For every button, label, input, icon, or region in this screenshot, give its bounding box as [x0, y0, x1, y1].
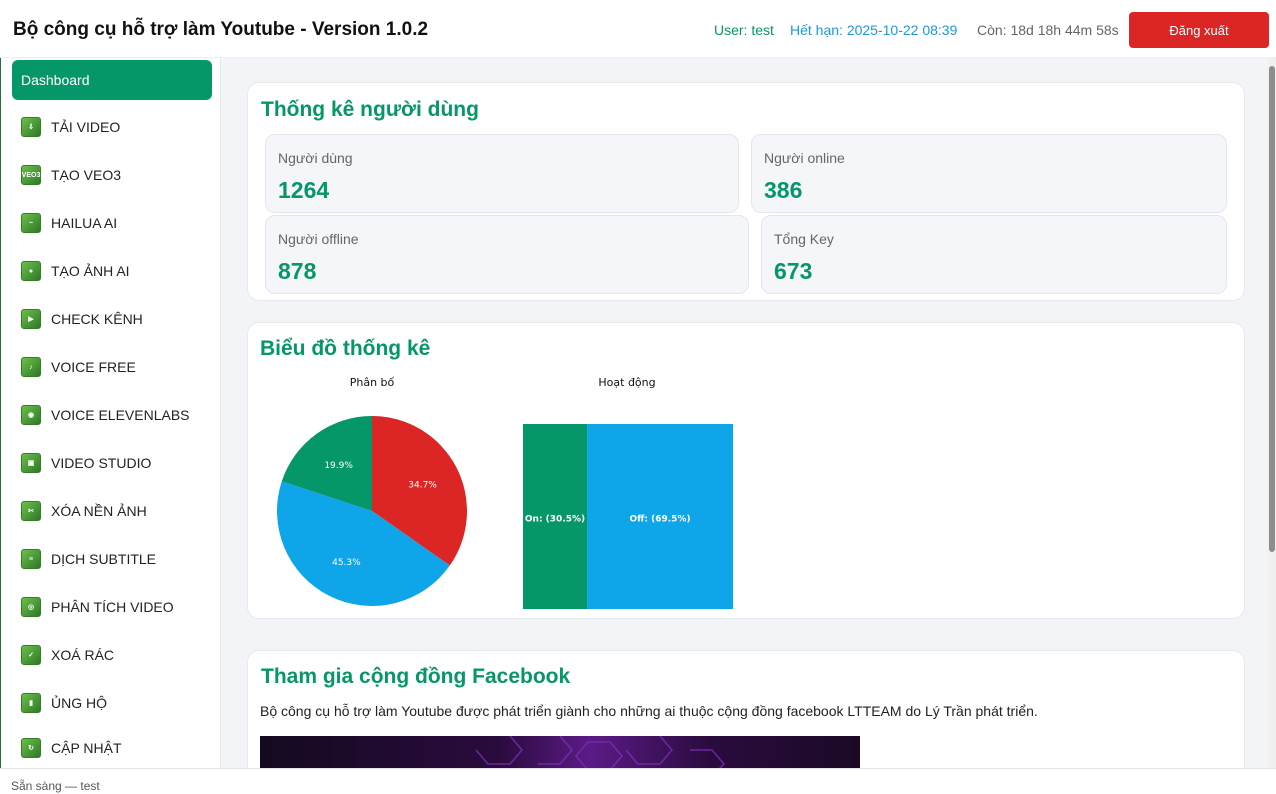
bar-segment-label: Off: (69.5%): [629, 515, 690, 525]
sidebar-item-label: VOICE FREE: [51, 359, 136, 375]
stat-users: Người dùng 1264: [265, 134, 739, 213]
sidebar-item-label: XÓA NỀN ẢNH: [51, 503, 147, 519]
sidebar-item-label: PHÂN TÍCH VIDEO: [51, 599, 174, 615]
sidebar-item-dashboard[interactable]: Dashboard: [12, 60, 212, 100]
community-title: Tham gia cộng đồng Facebook: [261, 665, 571, 688]
sidebar-item-label: TẠO ẢNH AI: [51, 263, 130, 279]
main-content: Thống kê người dùng Người dùng 1264 Ngườ…: [222, 58, 1268, 768]
image-ai-icon: ●: [21, 261, 41, 281]
pie-slice-label: 45.3%: [332, 558, 361, 568]
stat-keys-value: 673: [774, 258, 813, 284]
stat-offline: Người offline 878: [265, 215, 749, 294]
donate-icon: ▮: [21, 693, 41, 713]
sidebar-item-xoa-rac[interactable]: ✓ XOÁ RÁC: [21, 640, 216, 670]
sidebar-item-label: VOICE ELEVENLABS: [51, 407, 190, 423]
user-label: User: test: [714, 22, 774, 38]
analyze-video-icon: ◎: [21, 597, 41, 617]
bar-segment: [587, 424, 733, 609]
pie-slice-label: 34.7%: [408, 481, 437, 491]
sidebar-item-tao-veo3[interactable]: VEO3 TẠO VEO3: [21, 160, 216, 190]
pie-slice-label: 19.9%: [324, 461, 353, 471]
sidebar-item-tao-anh-ai[interactable]: ● TẠO ẢNH AI: [21, 256, 216, 286]
app-header: Bộ công cụ hỗ trợ làm Youtube - Version …: [0, 0, 1276, 58]
app-title: Bộ công cụ hỗ trợ làm Youtube - Version …: [13, 19, 429, 40]
veo3-icon: VEO3: [21, 165, 41, 185]
sidebar-item-label: ỦNG HỘ: [51, 695, 107, 711]
logout-button[interactable]: Đăng xuất: [1129, 12, 1269, 48]
sidebar-item-cap-nhat[interactable]: ↻ CẬP NHẬT: [21, 733, 216, 763]
community-banner-image: [260, 736, 860, 768]
sidebar-item-label: VIDEO STUDIO: [51, 455, 152, 471]
sidebar-item-phan-tich-video[interactable]: ◎ PHÂN TÍCH VIDEO: [21, 592, 216, 622]
stat-online-label: Người online: [764, 150, 845, 166]
download-video-icon: ⇩: [21, 117, 41, 137]
stat-offline-value: 878: [278, 258, 317, 284]
sidebar-item-tai-video[interactable]: ⇩ TẢI VIDEO: [21, 112, 216, 142]
remove-bg-icon: ✂: [21, 501, 41, 521]
sidebar-item-xoa-nen-anh[interactable]: ✂ XÓA NỀN ẢNH: [21, 496, 216, 526]
pie-title: Phân bố: [350, 376, 395, 389]
bar-title: Hoạt động: [598, 376, 655, 389]
stat-online-value: 386: [764, 177, 803, 203]
community-card: Tham gia cộng đồng Facebook Bộ công cụ h…: [247, 650, 1245, 768]
sidebar-item-label: HAILUA AI: [51, 215, 118, 231]
sidebar-item-ung-ho[interactable]: ▮ ỦNG HỘ: [21, 688, 216, 718]
sidebar-item-label: CHECK KÊNH: [51, 311, 143, 327]
sidebar: Dashboard ⇩ TẢI VIDEO VEO3 TẠO VEO3 ~ HAILUA …: [0, 58, 221, 768]
clean-trash-icon: ✓: [21, 645, 41, 665]
user-stats-title: Thống kê người dùng: [261, 98, 479, 121]
status-bar: Sẵn sàng — test: [0, 768, 1276, 794]
update-icon: ↻: [21, 738, 41, 758]
voice-elevenlabs-icon: ◉: [21, 405, 41, 425]
status-text: Sẵn sàng — test: [11, 779, 100, 793]
sidebar-item-dich-subtitle[interactable]: ≡ DỊCH SUBTITLE: [21, 544, 216, 574]
voice-free-icon: ♪: [21, 357, 41, 377]
sidebar-item-voice-free[interactable]: ♪ VOICE FREE: [21, 352, 216, 382]
stat-users-value: 1264: [278, 177, 330, 203]
sidebar-item-label: DỊCH SUBTITLE: [51, 551, 157, 567]
bar-segment: [523, 424, 588, 609]
charts-card: Biểu đồ thống kê Phân bố 34.7% 45.3% 19.9% H…: [247, 322, 1245, 619]
pie-slice: [281, 416, 372, 511]
pie-slice: [277, 481, 450, 606]
sidebar-item-label: TẢI VIDEO: [51, 119, 121, 135]
sidebar-item-label: XOÁ RÁC: [51, 647, 115, 663]
vertical-scrollbar[interactable]: [1268, 58, 1276, 768]
stat-offline-label: Người offline: [278, 231, 359, 247]
sidebar-item-label: TẠO VEO3: [51, 167, 122, 183]
banner-hex-pattern: [475, 736, 726, 768]
pie-slice: [372, 416, 467, 566]
sidebar-item-video-studio[interactable]: ▣ VIDEO STUDIO: [21, 448, 216, 478]
hailua-icon: ~: [21, 213, 41, 233]
stat-keys: Tổng Key 673: [761, 215, 1227, 294]
stat-users-label: Người dùng: [278, 150, 353, 166]
video-studio-icon: ▣: [21, 453, 41, 473]
check-channel-icon: ▶: [21, 309, 41, 329]
expiry-label: Hết hạn: 2025-10-22 08:39: [790, 22, 958, 38]
bar-segment-label: On: (30.5%): [525, 515, 585, 525]
sidebar-item-label: CẬP NHẬT: [51, 740, 122, 756]
sidebar-item-voice-elevenlabs[interactable]: ◉ VOICE ELEVENLABS: [21, 400, 216, 430]
charts-svg: Phân bố 34.7% 45.3% 19.9% Hoạt động On: (30.5…: [277, 376, 733, 609]
stat-online: Người online 386: [751, 134, 1227, 213]
remaining-time-label: Còn: 18d 18h 44m 58s: [977, 22, 1119, 38]
scrollbar-thumb[interactable]: [1269, 66, 1275, 552]
sidebar-item-check-kenh[interactable]: ▶ CHECK KÊNH: [21, 304, 216, 334]
charts-title: Biểu đồ thống kê: [260, 337, 431, 360]
stat-keys-label: Tổng Key: [774, 231, 834, 247]
translate-subtitle-icon: ≡: [21, 549, 41, 569]
user-stats-card: Thống kê người dùng Người dùng 1264 Ngườ…: [247, 82, 1245, 301]
sidebar-item-hailua-ai[interactable]: ~ HAILUA AI: [21, 208, 216, 238]
community-text: Bộ công cụ hỗ trợ làm Youtube được phát …: [260, 703, 1038, 719]
